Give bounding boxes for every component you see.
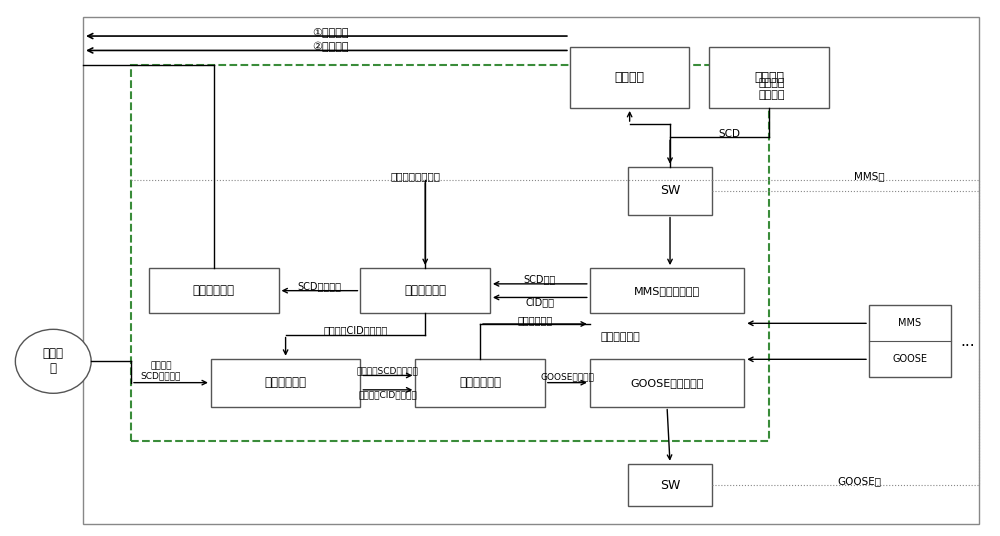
- Text: 解析后的CID在线模型: 解析后的CID在线模型: [323, 325, 388, 336]
- Text: GOOSE网络通信口: GOOSE网络通信口: [630, 378, 704, 388]
- Text: MMS: MMS: [898, 318, 921, 329]
- Text: ①图形展示: ①图形展示: [312, 27, 349, 38]
- Ellipse shape: [15, 329, 91, 393]
- Text: 监控系统: 监控系统: [754, 71, 784, 84]
- Bar: [149, 268, 279, 314]
- Text: 验证后的
SCD静态模型: 验证后的 SCD静态模型: [141, 361, 181, 381]
- Text: MMS网络通信接口: MMS网络通信接口: [634, 286, 700, 296]
- Text: GOOSE网: GOOSE网: [837, 476, 881, 486]
- Bar: [628, 167, 712, 215]
- Text: CID文件: CID文件: [525, 297, 554, 307]
- Text: MMS网: MMS网: [854, 172, 884, 181]
- Bar: [869, 306, 951, 377]
- Bar: [83, 17, 979, 524]
- Text: 模型解析模块: 模型解析模块: [404, 284, 446, 297]
- Bar: [590, 268, 744, 314]
- Text: 解析后的CID在线模型: 解析后的CID在线模型: [358, 390, 417, 399]
- Text: 验证后的SCD静态模型: 验证后的SCD静态模型: [357, 366, 419, 375]
- Text: ②异常告警: ②异常告警: [312, 42, 349, 52]
- Bar: [590, 359, 744, 407]
- Text: SCD静态模型: SCD静态模型: [298, 281, 342, 291]
- Text: SW: SW: [660, 184, 680, 197]
- Bar: [360, 268, 490, 314]
- Text: 模型比对结果: 模型比对结果: [517, 315, 553, 325]
- Text: 网络通信模块: 网络通信模块: [601, 332, 640, 343]
- Text: ...: ...: [961, 334, 975, 349]
- Bar: [628, 464, 712, 507]
- Text: 后台系统: 后台系统: [615, 71, 645, 84]
- Bar: [570, 47, 689, 108]
- Text: SCD文件: SCD文件: [524, 274, 556, 284]
- Text: 实时在线
监测系统: 实时在线 监测系统: [758, 78, 785, 100]
- Text: SW: SW: [660, 479, 680, 492]
- Text: 二次回路设计模型: 二次回路设计模型: [390, 172, 440, 181]
- Bar: [131, 65, 769, 441]
- Text: 实时对比模块: 实时对比模块: [459, 376, 501, 389]
- Bar: [709, 47, 829, 108]
- Text: 模型存储模块: 模型存储模块: [265, 376, 307, 389]
- Text: 图形生成模块: 图形生成模块: [193, 284, 235, 297]
- Bar: [415, 359, 545, 407]
- Text: 人工试
验: 人工试 验: [43, 347, 64, 375]
- Bar: [211, 359, 360, 407]
- Text: GOOSE实时模型: GOOSE实时模型: [540, 373, 594, 382]
- Text: GOOSE: GOOSE: [892, 354, 927, 364]
- Text: SCD: SCD: [719, 129, 741, 139]
